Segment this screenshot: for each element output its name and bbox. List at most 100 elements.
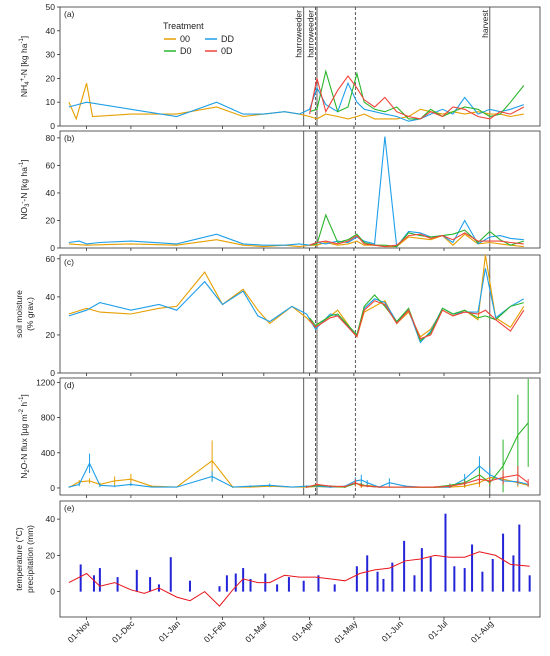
precip-bar xyxy=(149,577,152,592)
legend: Treatment 00 D0 DD 0D xyxy=(163,21,234,56)
subscript: 3 xyxy=(25,203,31,207)
x-tick-label: 01-Jul xyxy=(426,618,450,642)
panel-label: (b) xyxy=(64,133,75,143)
panel-frame xyxy=(59,6,541,127)
precip-bar xyxy=(413,575,416,592)
x-tick-label: 01-Dec xyxy=(110,618,137,645)
precip-bar xyxy=(429,557,432,592)
y-tick-label: 1200 xyxy=(36,377,55,387)
label-rest: -N [kg ha xyxy=(19,43,29,78)
panel-frame xyxy=(59,130,541,249)
precip-bar xyxy=(218,586,221,592)
x-tick-label: 01-Jun xyxy=(380,618,406,644)
event-label: harroweeder xyxy=(306,10,316,58)
panel-e: 0 20 40 (e) temperature (°C) precipitation (m… xyxy=(14,500,541,620)
legend-label-00: 00 xyxy=(180,34,190,44)
label-rest: O-N flux [µg m xyxy=(19,414,29,469)
panel-frame xyxy=(59,500,541,618)
precip-bar xyxy=(453,566,456,592)
precip-bar xyxy=(463,568,466,592)
y-tick-label: 20 xyxy=(46,330,56,340)
precip-bar xyxy=(444,513,447,592)
y-tick-label: 10 xyxy=(46,97,56,107)
y-axis-label-line2: (% grav.) xyxy=(25,297,35,331)
y-tick-label: 0 xyxy=(50,121,55,131)
series-line-0D xyxy=(309,75,525,120)
panel-a: 0 10 20 30 40 50 (a) NH4+-N [kg ha-1] xyxy=(19,2,541,131)
series-line-0D xyxy=(309,232,524,248)
y-tick-label: 50 xyxy=(46,2,56,12)
y-axis-label-line2: precipitation (mm) xyxy=(25,525,35,593)
precip-bar xyxy=(366,555,369,592)
precip-bar xyxy=(317,575,320,592)
precip-bar xyxy=(225,575,228,592)
precip-bar xyxy=(471,544,474,592)
precip-bar xyxy=(355,566,358,592)
series-line-0D xyxy=(306,474,529,488)
panel-b: 0 20 40 60 80 (b) NO3--N [kg ha-1] xyxy=(19,130,541,253)
y-tick-label: 0 xyxy=(50,368,55,378)
precip-bar xyxy=(98,568,101,592)
precip-bar xyxy=(242,568,245,592)
legend-label-D0: D0 xyxy=(180,46,192,56)
y-tick-label: 30 xyxy=(46,50,56,60)
event-label: harroweeder xyxy=(294,10,304,58)
precip-bar xyxy=(491,559,494,592)
precip-bar xyxy=(333,584,336,592)
precip-bar xyxy=(92,575,95,592)
precip-bar xyxy=(287,577,290,592)
subscript: 2 xyxy=(25,469,31,473)
precip-bar xyxy=(169,557,172,592)
x-tick-label: 01-Aug xyxy=(469,618,496,645)
y-tick-label: 60 xyxy=(46,160,56,170)
x-tick-label: 01-May xyxy=(332,618,360,646)
y-axis-label: N2O-N flux [µg m-2 h-1] xyxy=(19,394,31,479)
panel-label: (e) xyxy=(64,503,75,513)
panel-frame xyxy=(59,377,541,496)
legend-title: Treatment xyxy=(163,21,204,31)
precip-bar xyxy=(512,555,515,592)
y-tick-label: 40 xyxy=(46,514,56,524)
precip-bar xyxy=(376,571,379,592)
precip-bar xyxy=(403,540,406,592)
precip-bar xyxy=(528,575,531,592)
legend-label-DD: DD xyxy=(221,34,234,44)
panel-label: (d) xyxy=(64,380,75,390)
superscript: -1 xyxy=(19,38,25,44)
x-tick-label: 01-Jan xyxy=(157,618,183,644)
precip-bar xyxy=(135,569,138,592)
y-axis-label: NH4+-N [kg ha-1] xyxy=(19,36,31,97)
x-tick-label: 01-Mar xyxy=(243,618,269,644)
precip-bar xyxy=(420,548,423,592)
series-line-DD xyxy=(68,136,524,249)
temperature-line xyxy=(68,551,530,607)
series-line-00 xyxy=(68,83,524,121)
series-line-D0 xyxy=(309,69,525,120)
y-tick-label: 20 xyxy=(46,215,56,225)
precip-bar xyxy=(234,573,237,592)
superscript: - xyxy=(20,202,26,204)
y-tick-label: 20 xyxy=(46,73,56,83)
precip-bar xyxy=(391,562,394,592)
precip-bar xyxy=(502,533,505,592)
superscript: -1 xyxy=(19,161,25,167)
y-tick-label: 0 xyxy=(50,243,55,253)
y-tick-label: 0 xyxy=(50,483,55,493)
superscript: -1 xyxy=(19,396,25,402)
precip-bar xyxy=(276,584,279,592)
y-tick-label: 40 xyxy=(46,26,56,36)
series-line-D0 xyxy=(309,213,524,248)
series-line-00 xyxy=(68,233,524,248)
precip-bar xyxy=(382,578,385,592)
y-tick-label: 20 xyxy=(46,550,56,560)
superscript: -2 xyxy=(19,408,25,414)
panel-c: 0 20 40 60 (c) soil moisture (% grav.) xyxy=(14,254,541,378)
y-tick-label: 40 xyxy=(46,292,56,302)
y-tick-label: 400 xyxy=(41,448,55,458)
panel-label: (c) xyxy=(64,257,74,267)
y-tick-label: 40 xyxy=(46,188,56,198)
precip-bar xyxy=(249,578,252,592)
label-rest: ] xyxy=(19,159,29,161)
event-label: harvest xyxy=(480,9,490,38)
